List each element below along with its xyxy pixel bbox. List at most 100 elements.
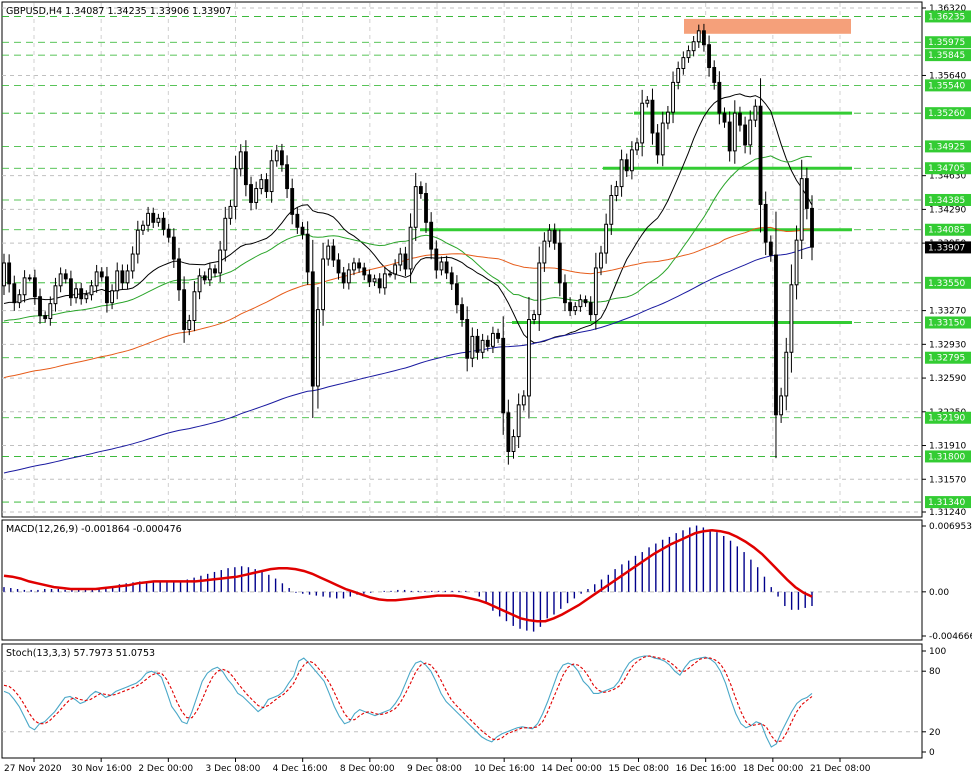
candle-body: [588, 302, 593, 316]
candle-body: [434, 248, 439, 271]
price-tick-label: 1.33270: [929, 307, 966, 317]
candle-body: [578, 299, 583, 308]
price-tick-label: 1.34630: [929, 172, 966, 182]
candle-body: [413, 186, 418, 228]
candle-body: [74, 288, 78, 299]
stoch-tick-label: 100: [929, 647, 946, 657]
candle-body: [542, 240, 547, 264]
candle-body: [331, 245, 336, 261]
current-price-label: 1.33907: [928, 243, 965, 253]
price-tick-label: 1.32590: [929, 374, 966, 384]
candle-body: [645, 99, 650, 104]
level-label-box: [925, 107, 971, 120]
time-tick-label: 14 Dec 00:00: [541, 764, 602, 774]
moving-averages: [3, 93, 813, 474]
level-label-box: [925, 193, 971, 206]
macd-panel-frame: [1, 519, 923, 641]
candle-body: [398, 253, 403, 266]
stoch-panel[interactable]: Stoch(13,3,3) 57.7973 51.0753 100 80 20 0: [1, 643, 946, 759]
level-label-box: [925, 276, 971, 289]
candle-body: [547, 229, 552, 242]
candle-body: [290, 188, 295, 215]
candle-body: [506, 412, 511, 452]
macd-signal: [3, 529, 813, 623]
candle-body: [27, 277, 32, 280]
candle-body: [624, 159, 629, 172]
level-label: 1.33150: [928, 319, 965, 329]
candle-body: [115, 270, 120, 292]
candle-body: [89, 285, 94, 296]
candle-body: [609, 195, 614, 225]
candle-body: [789, 284, 794, 353]
candle-body: [156, 217, 161, 223]
level-label: 1.36235: [928, 12, 965, 22]
candle-body: [444, 261, 449, 274]
candle-body: [496, 332, 500, 339]
candle-body: [310, 271, 315, 387]
level-label-box: [925, 450, 971, 463]
price-axis: 1.363201.356401.346301.342901.339501.332…: [922, 4, 971, 518]
price-tick-label: 1.34290: [929, 205, 966, 215]
candle-body: [197, 275, 202, 293]
time-tick-label: 27 Nov 2020: [4, 764, 62, 774]
time-tick-label: 2 Dec 00:00: [138, 764, 193, 774]
candle-body: [2, 262, 6, 287]
candle-body: [321, 258, 325, 311]
candle-body: [799, 178, 804, 241]
macd-panel[interactable]: MACD(12,26,9) -0.001864 -0.000476 0.0069…: [1, 519, 972, 642]
candle-body: [223, 217, 228, 251]
candle-body: [429, 221, 434, 250]
stoch-title: Stoch(13,3,3) 57.7973 51.0753: [6, 648, 155, 659]
candle-body: [732, 112, 737, 152]
candle-body: [696, 30, 701, 43]
level-label: 1.33550: [928, 279, 965, 289]
candle-body: [48, 303, 53, 320]
level-label: 1.32795: [928, 354, 965, 364]
candle-body: [563, 282, 567, 304]
moving-average-line: [3, 246, 813, 474]
price-panel[interactable]: GBPUSD,H4 1.34087 1.34235 1.33906 1.3390…: [1, 1, 971, 518]
candle-body: [629, 149, 634, 172]
macd-tick-label: -0.004666: [929, 632, 972, 642]
candle-body: [403, 253, 408, 270]
candle-body: [166, 228, 171, 238]
candle-body: [516, 404, 521, 438]
candle-body: [382, 273, 387, 289]
level-label-box: [925, 10, 971, 23]
macd-signal-line: [3, 529, 813, 623]
candle-body: [810, 207, 814, 248]
candle-body: [568, 302, 573, 312]
candle-body: [243, 151, 248, 186]
candle-body: [202, 275, 207, 281]
price-tick-label: 1.31240: [929, 508, 966, 518]
candle-body: [233, 168, 238, 207]
candle-body: [604, 223, 609, 254]
candle-body: [135, 229, 140, 255]
candle-body: [712, 67, 717, 83]
macd-title: MACD(12,26,9) -0.001864 -0.000476: [6, 524, 182, 535]
candle-body: [305, 233, 310, 273]
candle-body: [362, 267, 367, 276]
candle-body: [187, 320, 192, 330]
candle-body: [758, 105, 763, 205]
macd-tick-label: 0.006953: [929, 522, 972, 532]
level-label-box: [925, 316, 971, 329]
candle-body: [640, 102, 645, 144]
level-label: 1.31340: [928, 498, 965, 508]
candle-body: [12, 283, 17, 304]
candle-body: [748, 119, 753, 146]
candle-body: [557, 242, 562, 284]
candle-body: [408, 226, 413, 270]
candle-body: [151, 212, 156, 223]
candle-body: [53, 285, 58, 305]
candle-body: [686, 50, 691, 59]
time-tick-label: 10 Dec 16:00: [474, 764, 535, 774]
candle-body: [599, 252, 603, 269]
level-label: 1.35845: [928, 51, 965, 61]
candle-body: [295, 213, 300, 228]
level-label: 1.34385: [928, 196, 965, 206]
level-label-box: [925, 496, 971, 509]
candle-body: [774, 254, 778, 416]
stoch-tick-label: 80: [929, 667, 941, 677]
candle-body: [141, 224, 145, 231]
